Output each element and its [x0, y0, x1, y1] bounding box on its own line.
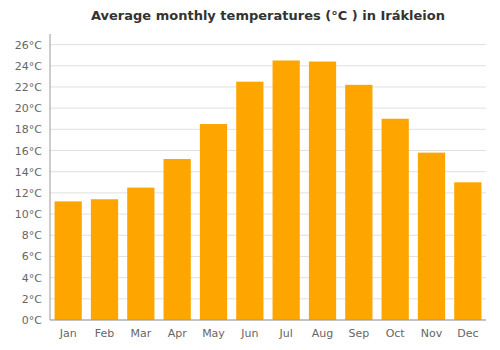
- x-tick-label: Aug: [312, 327, 333, 340]
- bars: [55, 60, 482, 320]
- x-axis-line: [50, 320, 486, 321]
- bar: [236, 82, 263, 320]
- y-tick-label: 0°C: [22, 314, 42, 327]
- y-tick-label: 4°C: [22, 272, 42, 285]
- x-tick-label: Jun: [240, 327, 258, 340]
- grid-line: [50, 44, 486, 45]
- bar: [418, 153, 445, 320]
- x-tick-label: May: [202, 327, 225, 340]
- chart-container: Average monthly temperatures (°C ) in Ir…: [0, 0, 500, 350]
- grid-line: [50, 150, 486, 151]
- grid-line: [50, 86, 486, 87]
- bar: [91, 199, 118, 320]
- x-tick-label: Jan: [59, 327, 77, 340]
- grid-line: [50, 320, 486, 321]
- bar: [273, 60, 300, 320]
- x-tick-label: Dec: [457, 327, 478, 340]
- bar: [454, 182, 481, 320]
- y-tick-label: 22°C: [15, 81, 42, 94]
- y-tick-label: 10°C: [15, 208, 42, 221]
- y-tick-label: 18°C: [15, 123, 42, 136]
- y-tick-label: 20°C: [15, 102, 42, 115]
- y-tick-label: 14°C: [15, 166, 42, 179]
- x-tick-label: Mar: [130, 327, 151, 340]
- grid-line: [50, 65, 486, 66]
- y-tick-label: 8°C: [22, 229, 42, 242]
- y-tick-label: 6°C: [22, 250, 42, 263]
- x-tick-label: Oct: [386, 327, 406, 340]
- bar: [309, 62, 336, 320]
- x-tick-label: Apr: [168, 327, 188, 340]
- grid: [50, 45, 486, 320]
- bar: [55, 201, 82, 320]
- y-axis-line: [50, 34, 51, 320]
- grid-line: [50, 129, 486, 130]
- x-tick-label: Jul: [279, 327, 293, 340]
- chart: Average monthly temperatures (°C ) in Ir…: [0, 0, 500, 350]
- bar: [200, 124, 227, 320]
- y-axis: 0°C 2°C 4°C 6°C 8°C 10°C 12°C 14°C 16°C 18°C 20°C 2…: [15, 34, 50, 327]
- y-tick-label: 16°C: [15, 145, 42, 158]
- bar: [345, 85, 372, 320]
- y-tick-label: 26°C: [15, 39, 42, 52]
- bar: [164, 159, 191, 320]
- x-tick-label: Sep: [348, 327, 369, 340]
- grid-line: [50, 108, 486, 109]
- y-tick-label: 2°C: [22, 293, 42, 306]
- x-tick-label: Nov: [421, 327, 443, 340]
- bar: [127, 188, 154, 320]
- x-axis: Jan Feb Mar Apr May Jun Jul Aug Sep Oct Nov Dec: [50, 320, 486, 340]
- y-tick-label: 24°C: [15, 60, 42, 73]
- y-tick-label: 12°C: [15, 187, 42, 200]
- title: Average monthly temperatures (°C ) in Ir…: [91, 8, 445, 23]
- x-tick-label: Feb: [95, 327, 114, 340]
- bar: [382, 119, 409, 320]
